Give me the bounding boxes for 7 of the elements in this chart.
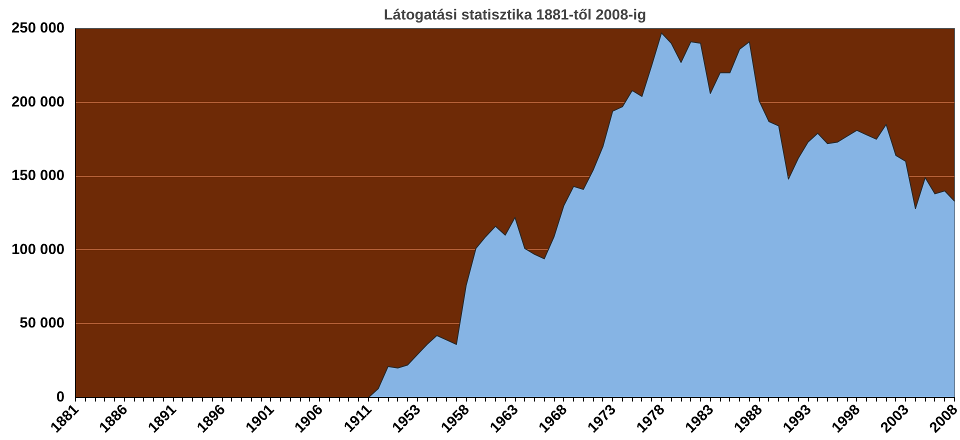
- y-tick-label: 200 000: [12, 94, 65, 110]
- y-tick-label: 150 000: [12, 168, 65, 184]
- y-tick-label: 100 000: [12, 242, 65, 258]
- y-tick-label: 250 000: [12, 20, 65, 36]
- y-tick-label: 0: [56, 390, 65, 406]
- chart-title: Látogatási statisztika 1881-től 2008-ig: [384, 8, 646, 24]
- y-tick-label: 50 000: [20, 316, 64, 332]
